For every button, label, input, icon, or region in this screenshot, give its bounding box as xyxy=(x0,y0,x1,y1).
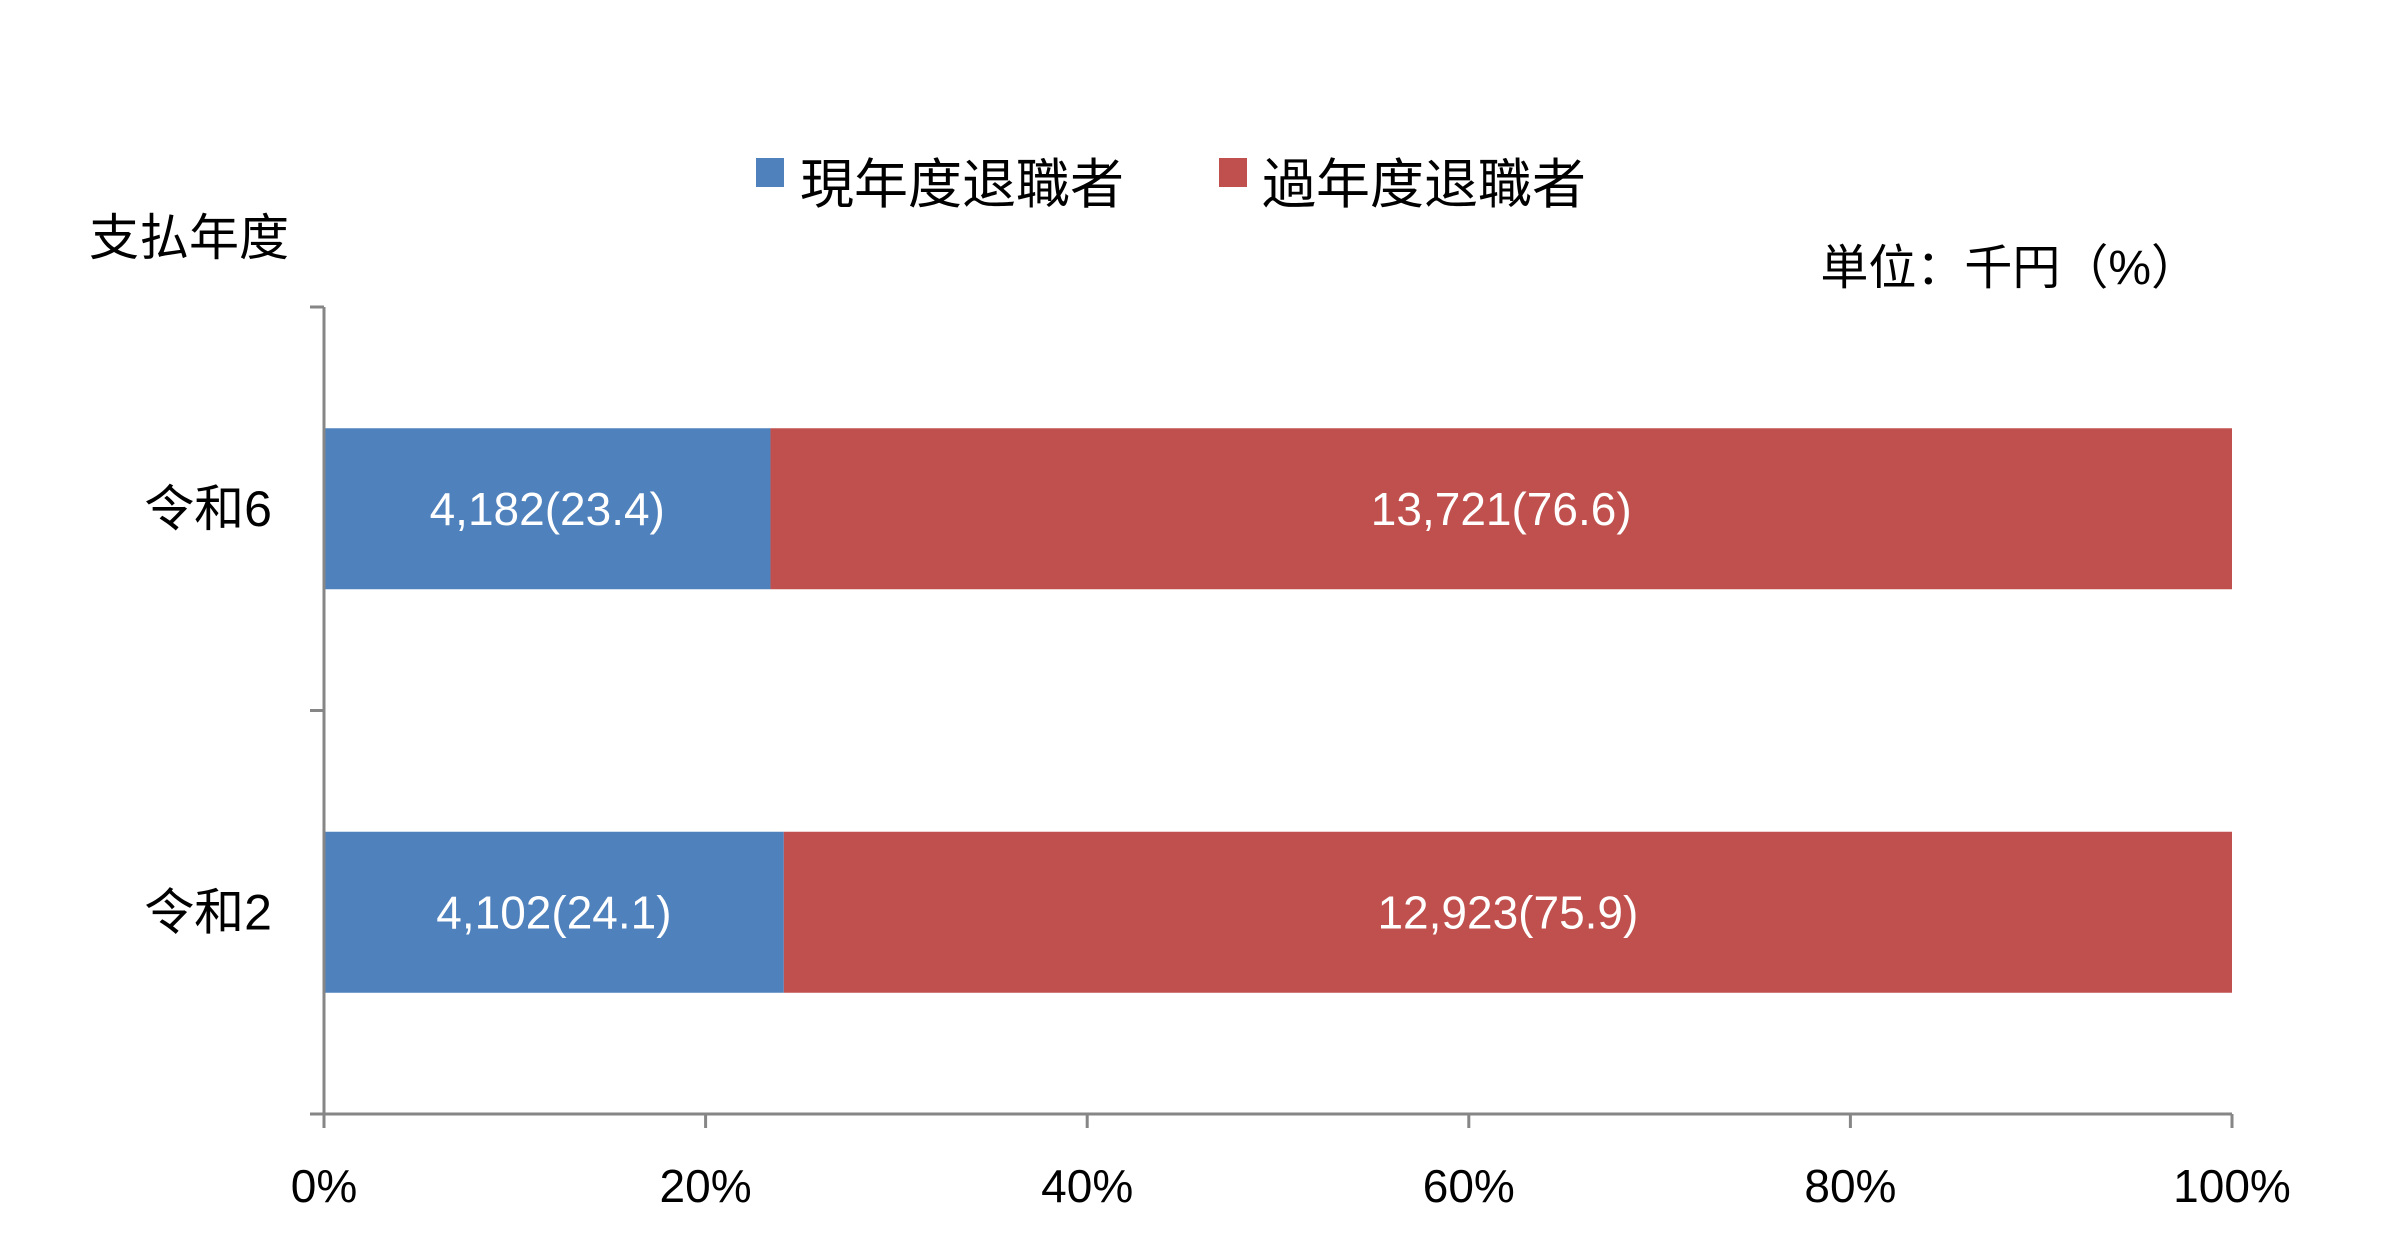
data-label: 13,721(76.6) xyxy=(1371,483,1632,535)
bar-segment xyxy=(324,428,771,590)
category-label: 令和6 xyxy=(144,481,272,537)
category-label: 令和2 xyxy=(144,884,272,940)
x-tick-label: 80% xyxy=(1804,1160,1896,1212)
data-label: 12,923(75.9) xyxy=(1377,886,1638,938)
x-tick-label: 60% xyxy=(1423,1160,1515,1212)
data-label: 4,182(23.4) xyxy=(430,483,665,535)
legend-swatch-current xyxy=(756,158,784,187)
x-tick-label: 40% xyxy=(1041,1160,1133,1212)
data-label: 4,102(24.1) xyxy=(436,886,671,938)
bar-segment xyxy=(324,831,784,993)
x-tick-label: 100% xyxy=(2173,1160,2291,1212)
bar-segment xyxy=(770,428,2233,590)
legend-label-current: 現年度退職者 xyxy=(800,155,1124,215)
y-axis-title: 支払年度 xyxy=(89,210,289,266)
bar-segment xyxy=(783,831,2232,993)
x-tick-label: 0% xyxy=(291,1160,357,1212)
legend-label-past: 過年度退職者 xyxy=(1262,155,1586,215)
unit-note: 単位：千円（%） xyxy=(1820,242,2199,295)
x-tick-label: 20% xyxy=(660,1160,752,1212)
legend-swatch-past xyxy=(1219,158,1247,187)
